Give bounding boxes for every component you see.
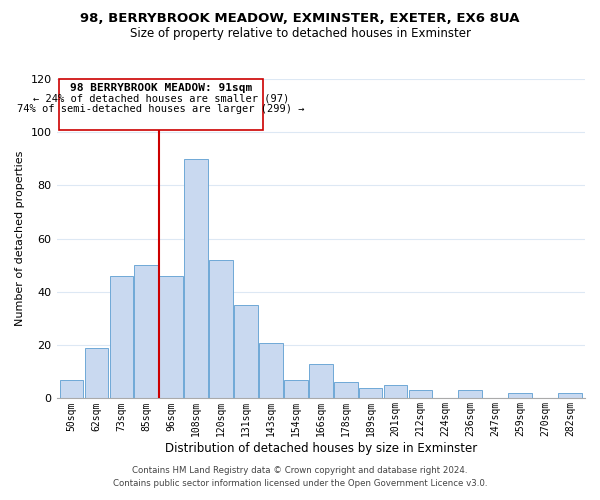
- Bar: [110, 276, 133, 398]
- Bar: [160, 276, 183, 398]
- Text: Contains HM Land Registry data © Crown copyright and database right 2024.
Contai: Contains HM Land Registry data © Crown c…: [113, 466, 487, 487]
- Y-axis label: Number of detached properties: Number of detached properties: [15, 151, 25, 326]
- Bar: [359, 388, 382, 398]
- FancyBboxPatch shape: [59, 79, 263, 130]
- Bar: [184, 159, 208, 398]
- Text: 74% of semi-detached houses are larger (299) →: 74% of semi-detached houses are larger (…: [17, 104, 305, 115]
- Bar: [458, 390, 482, 398]
- Bar: [85, 348, 108, 399]
- Bar: [234, 306, 258, 398]
- X-axis label: Distribution of detached houses by size in Exminster: Distribution of detached houses by size …: [164, 442, 477, 455]
- Bar: [134, 266, 158, 398]
- Bar: [508, 393, 532, 398]
- Text: 98 BERRYBROOK MEADOW: 91sqm: 98 BERRYBROOK MEADOW: 91sqm: [70, 83, 253, 93]
- Bar: [59, 380, 83, 398]
- Bar: [284, 380, 308, 398]
- Bar: [209, 260, 233, 398]
- Text: ← 24% of detached houses are smaller (97): ← 24% of detached houses are smaller (97…: [33, 94, 289, 104]
- Text: Size of property relative to detached houses in Exminster: Size of property relative to detached ho…: [130, 28, 470, 40]
- Bar: [259, 342, 283, 398]
- Bar: [558, 393, 582, 398]
- Bar: [409, 390, 433, 398]
- Bar: [384, 385, 407, 398]
- Bar: [309, 364, 332, 398]
- Text: 98, BERRYBROOK MEADOW, EXMINSTER, EXETER, EX6 8UA: 98, BERRYBROOK MEADOW, EXMINSTER, EXETER…: [80, 12, 520, 26]
- Bar: [334, 382, 358, 398]
